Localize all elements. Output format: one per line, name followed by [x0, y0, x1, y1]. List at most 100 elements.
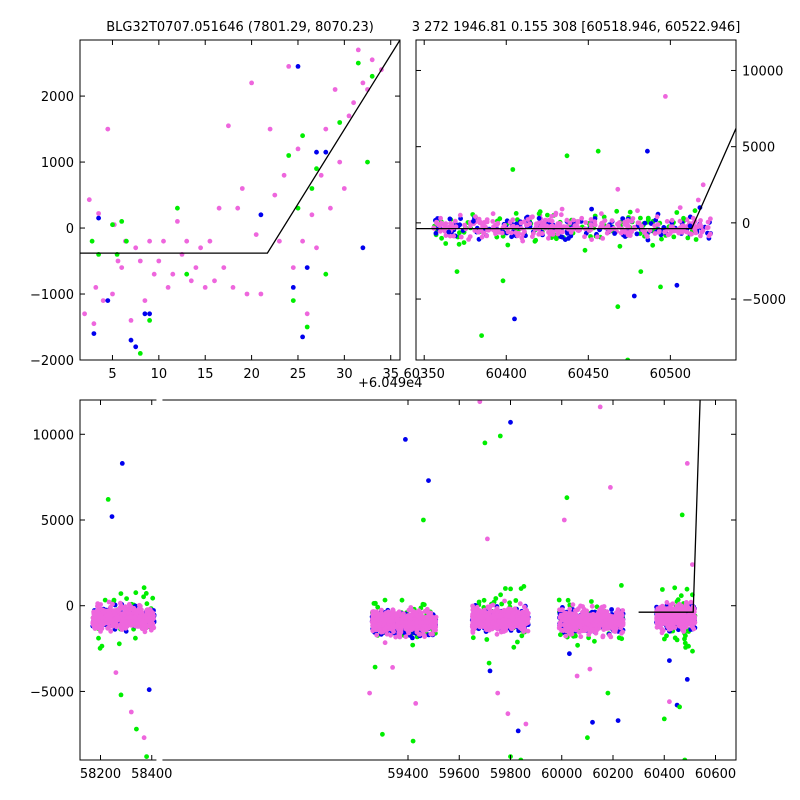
data-point: [410, 738, 416, 744]
x-offset-label: +6.049e4: [358, 376, 422, 391]
data-point: [461, 240, 467, 246]
data-point: [144, 754, 150, 759]
y-tick-label: −5000: [742, 293, 786, 308]
data-point: [108, 628, 114, 634]
data-point: [520, 232, 525, 237]
data-point: [137, 602, 142, 608]
data-point: [390, 608, 396, 613]
data-point: [574, 614, 580, 620]
data-point: [650, 242, 656, 248]
data-point: [446, 229, 452, 235]
data-point: [309, 186, 315, 191]
data-point: [519, 633, 525, 639]
x-tick-label: 58200: [80, 767, 121, 782]
data-point: [105, 497, 111, 502]
data-point: [323, 271, 329, 277]
data-point: [481, 597, 487, 603]
data-point: [373, 600, 378, 606]
data-point: [140, 623, 146, 629]
data-point: [146, 612, 151, 618]
data-point: [477, 400, 483, 405]
data-point: [473, 624, 478, 629]
data-point: [674, 228, 680, 234]
data-point: [410, 635, 415, 641]
data-point: [505, 242, 511, 248]
data-point: [647, 228, 653, 234]
data-point: [609, 218, 615, 224]
data-point: [619, 583, 624, 588]
data-point: [106, 599, 112, 605]
data-point: [102, 597, 108, 603]
data-point: [379, 607, 384, 613]
data-point: [605, 690, 611, 696]
data-point: [645, 148, 650, 154]
data-point: [672, 585, 678, 591]
x-tick-label: 59400: [387, 767, 428, 782]
data-point: [128, 619, 134, 625]
y-tick-label: 0: [742, 217, 750, 232]
data-point: [689, 619, 695, 625]
data-point: [667, 231, 673, 236]
data-point: [346, 113, 352, 119]
data-point: [493, 596, 499, 601]
data-point: [467, 234, 473, 240]
data-point: [500, 278, 506, 284]
data-point: [503, 586, 508, 591]
data-point: [117, 600, 123, 606]
x-tick-label: 60450: [568, 367, 609, 382]
data-point: [111, 597, 117, 603]
data-point: [426, 478, 431, 483]
data-point: [148, 616, 154, 621]
data-point: [391, 629, 396, 635]
data-point: [133, 245, 139, 251]
data-point: [574, 673, 580, 679]
data-point: [295, 64, 301, 69]
data-point: [277, 238, 282, 244]
data-point: [272, 192, 278, 198]
data-point: [428, 618, 433, 624]
data-point: [107, 624, 113, 629]
y-tick-label: 10000: [742, 64, 783, 79]
data-point: [104, 619, 110, 625]
axes-frame-full: [79, 399, 737, 761]
data-point: [579, 215, 585, 221]
data-point: [564, 224, 570, 230]
data-point: [146, 687, 152, 693]
axis-break-full: [156, 398, 163, 762]
data-point: [608, 485, 613, 490]
data-point: [458, 234, 464, 240]
data-point: [513, 598, 519, 603]
data-point: [515, 728, 521, 734]
data-point: [520, 615, 526, 620]
data-point: [476, 599, 482, 605]
points-full: [90, 400, 698, 760]
data-point: [403, 437, 408, 442]
data-point: [521, 584, 527, 589]
data-point: [660, 587, 665, 592]
data-point: [473, 214, 478, 220]
data-point: [510, 615, 516, 620]
data-point: [564, 153, 570, 159]
data-point: [549, 229, 555, 234]
data-point: [396, 609, 402, 615]
data-point: [510, 167, 516, 172]
data-point: [485, 618, 490, 624]
data-point: [612, 231, 617, 236]
data-point: [150, 595, 156, 601]
data-point: [579, 613, 585, 618]
data-point: [583, 220, 589, 225]
data-point: [170, 271, 176, 277]
panel-zoom-left: BLG32T0707.051646 (7801.29, 8070.23) 5 10…: [30, 20, 422, 391]
data-point: [372, 664, 378, 670]
data-point: [487, 668, 493, 674]
data-point: [676, 620, 682, 626]
data-point: [586, 632, 592, 637]
data-point: [690, 562, 695, 567]
data-point: [439, 235, 444, 241]
data-point: [615, 186, 621, 192]
data-point: [100, 298, 106, 303]
data-point: [642, 220, 648, 226]
data-point: [594, 234, 600, 240]
data-point: [485, 536, 490, 542]
